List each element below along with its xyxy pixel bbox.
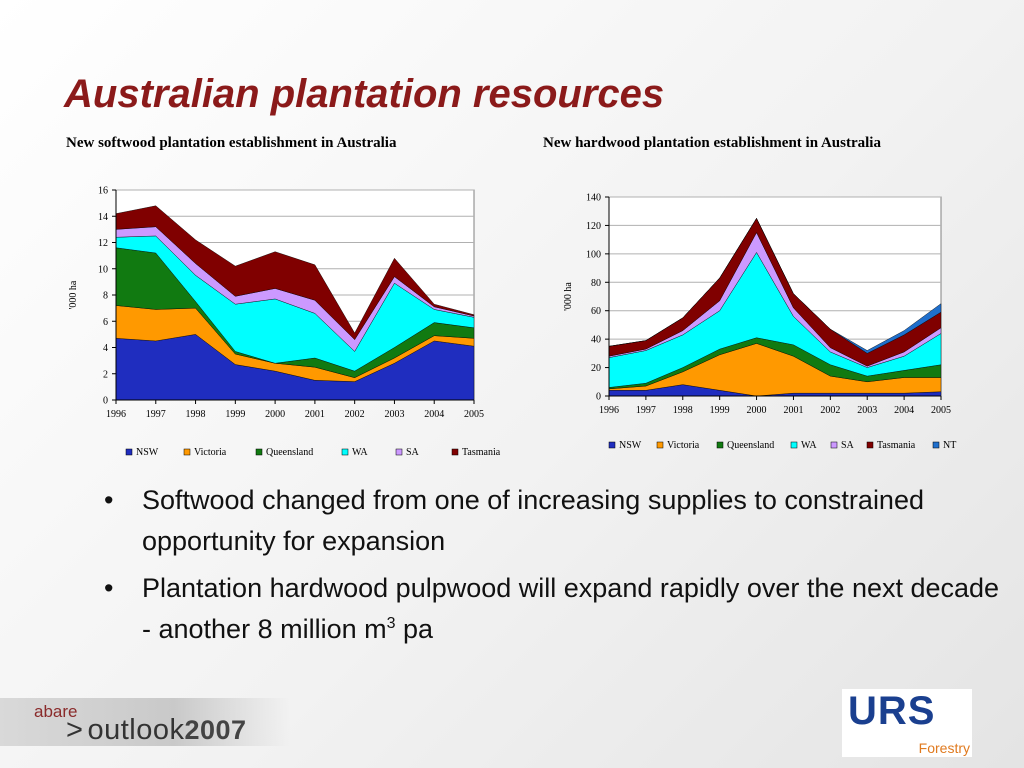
x-tick-label: 1996	[599, 405, 619, 416]
x-tick-label: 1997	[146, 409, 166, 420]
legend-label: Victoria	[667, 440, 700, 451]
y-tick-label: 12	[98, 238, 108, 249]
urs-logo-mark: URS	[848, 689, 936, 733]
y-tick-label: 14	[98, 212, 108, 223]
y-tick-label: 2	[103, 369, 108, 380]
y-tick-label: 6	[103, 317, 108, 328]
bullet-text-tail: pa	[395, 614, 434, 644]
x-tick-label: 1999	[710, 405, 730, 416]
x-tick-label: 2003	[857, 405, 877, 416]
y-tick-label: 40	[591, 335, 601, 346]
x-tick-label: 2002	[820, 405, 840, 416]
bullet-list: Softwood changed from one of increasing …	[102, 480, 1002, 656]
y-tick-label: 100	[586, 249, 601, 260]
hardwood-chart-title: New hardwood plantation establishment in…	[543, 135, 881, 151]
x-tick-label: 1996	[106, 409, 126, 420]
legend-label: NSW	[619, 440, 642, 451]
y-tick-label: 20	[591, 363, 601, 374]
y-tick-label: 60	[591, 306, 601, 317]
legend-swatch	[608, 441, 616, 449]
legend-swatch	[790, 441, 798, 449]
x-tick-label: 2005	[464, 409, 484, 420]
legend-label: SA	[841, 440, 855, 451]
y-tick-label: 16	[98, 186, 108, 197]
y-tick-label: 8	[103, 291, 108, 302]
y-tick-label: 80	[591, 278, 601, 289]
y-tick-label: 0	[103, 396, 108, 407]
y-tick-label: 10	[98, 264, 108, 275]
superscript: 3	[386, 615, 396, 632]
y-tick-label: 140	[586, 193, 601, 204]
abare-logo-text: abare	[34, 702, 78, 721]
slide-title: Australian plantation resources	[64, 72, 665, 116]
softwood-chart-title: New softwood plantation establishment in…	[66, 135, 397, 151]
legend-label: Tasmania	[877, 440, 916, 451]
legend-label: Tasmania	[462, 447, 501, 458]
urs-logo-sub: Forestry	[918, 740, 970, 756]
x-tick-label: 2002	[345, 409, 365, 420]
x-tick-label: 1997	[636, 405, 656, 416]
legend-swatch	[451, 448, 459, 456]
legend-label: WA	[352, 447, 368, 458]
y-tick-label: 0	[596, 392, 601, 403]
x-tick-label: 2000	[747, 405, 767, 416]
x-tick-label: 1999	[225, 409, 245, 420]
x-tick-label: 2004	[894, 405, 914, 416]
legend-label: NSW	[136, 447, 159, 458]
outlook-prefix: >	[66, 714, 84, 746]
x-tick-label: 1998	[673, 405, 693, 416]
softwood-chart: 0 2 4 6 8 10 12 14 16 1996 1997 1998 1999 2000 2001 200…	[68, 186, 501, 459]
y-tick-label: 4	[103, 343, 108, 354]
y-tick-label: 120	[586, 221, 601, 232]
x-tick-label: 2004	[424, 409, 444, 420]
legend-label: SA	[406, 447, 420, 458]
legend-swatch	[395, 448, 403, 456]
area-nt	[608, 217, 942, 354]
legend-swatch	[255, 448, 263, 456]
bullet-item: Softwood changed from one of increasing …	[102, 480, 1002, 562]
x-tick-label: 2003	[384, 409, 404, 420]
legend-swatch	[183, 448, 191, 456]
outlook-word: outlook	[87, 714, 185, 746]
legend-swatch	[656, 441, 664, 449]
y-axis-label: '000 ha	[563, 282, 574, 311]
bullet-text: Plantation hardwood pulpwood will expand…	[142, 573, 1000, 644]
x-tick-label: 2001	[305, 409, 325, 420]
legend-label: Victoria	[194, 447, 227, 458]
legend: NSW Victoria Queensland WA SA Tasmania NT	[608, 440, 956, 451]
x-tick-label: 2005	[931, 405, 951, 416]
legend-swatch	[125, 448, 133, 456]
legend-swatch	[716, 441, 724, 449]
legend-swatch	[830, 441, 838, 449]
legend-label: NT	[943, 440, 956, 451]
y-axis-label: '000 ha	[68, 280, 79, 309]
outlook-logo: > outlook2007	[66, 714, 247, 747]
legend-swatch	[341, 448, 349, 456]
outlook-year: 2007	[184, 715, 247, 745]
legend: NSW Victoria Queensland WA SA Tasmania	[125, 447, 501, 458]
urs-logo: URS Forestry	[842, 689, 972, 757]
bullet-item: Plantation hardwood pulpwood will expand…	[102, 568, 1002, 650]
legend-label: WA	[801, 440, 817, 451]
legend-label: Queensland	[266, 447, 313, 458]
bullet-text: Softwood changed from one of increasing …	[142, 485, 924, 556]
legend-label: Queensland	[727, 440, 774, 451]
hardwood-chart: 0 20 40 60 80 100 120 140 1996 1997 1998 1999 2000 20…	[563, 193, 956, 452]
footer-band	[0, 698, 290, 746]
area-tasmania	[115, 205, 475, 340]
x-tick-label: 1998	[186, 409, 206, 420]
legend-swatch	[866, 441, 874, 449]
legend-swatch	[932, 441, 940, 449]
x-tick-label: 2000	[265, 409, 285, 420]
x-tick-label: 2001	[783, 405, 803, 416]
